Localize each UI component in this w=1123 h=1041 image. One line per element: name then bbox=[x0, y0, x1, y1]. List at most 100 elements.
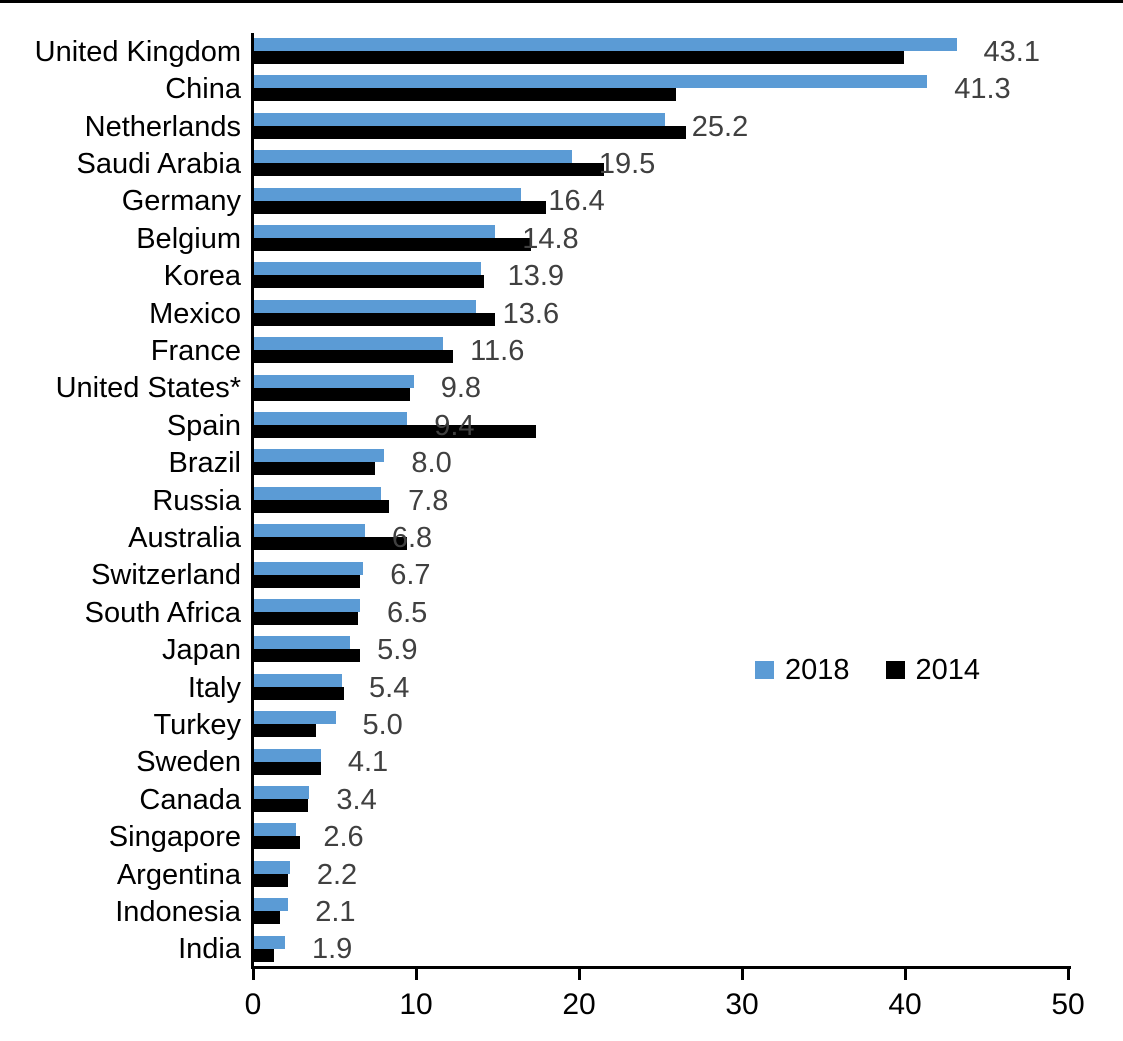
bar-2014 bbox=[254, 761, 321, 775]
legend-label: 2014 bbox=[915, 654, 981, 686]
category-label: India bbox=[178, 933, 241, 966]
chart-top-border bbox=[0, 0, 1123, 3]
legend-swatch-icon bbox=[885, 661, 905, 679]
bar-2018 bbox=[254, 374, 414, 388]
bar-2018 bbox=[254, 75, 928, 89]
value-label: 5.9 bbox=[377, 634, 418, 667]
bar-2018 bbox=[254, 599, 360, 612]
x-tick-label: 40 bbox=[888, 988, 922, 1021]
x-tick-mark bbox=[251, 968, 255, 980]
category-label: Australia bbox=[128, 521, 241, 554]
bar-2014 bbox=[254, 537, 408, 551]
category-label: Japan bbox=[161, 634, 241, 667]
bar-2018 bbox=[254, 524, 365, 538]
bar-2018 bbox=[254, 38, 957, 51]
category-label: Brazil bbox=[168, 447, 241, 480]
category-label: South Africa bbox=[84, 596, 241, 629]
bar-2014 bbox=[254, 163, 605, 177]
x-tick-mark bbox=[1066, 968, 1070, 980]
bar-2018 bbox=[254, 112, 665, 126]
value-label: 6.7 bbox=[390, 559, 431, 592]
bar-2014 bbox=[254, 387, 411, 401]
bar-2014 bbox=[254, 873, 289, 887]
x-tick-label: 20 bbox=[562, 988, 596, 1021]
bar-2014 bbox=[254, 948, 274, 962]
value-label: 4.1 bbox=[347, 746, 389, 779]
value-label: 19.5 bbox=[598, 147, 656, 180]
bar-2014 bbox=[254, 275, 484, 289]
bar-2014 bbox=[254, 238, 532, 251]
category-label: Singapore bbox=[108, 821, 241, 854]
bar-2014 bbox=[254, 574, 360, 588]
bar-2014 bbox=[254, 200, 546, 214]
x-tick-label: 10 bbox=[399, 988, 433, 1021]
bar-2014 bbox=[254, 724, 316, 738]
category-label: Italy bbox=[187, 671, 241, 704]
bar-2014 bbox=[254, 51, 905, 64]
y-axis-line bbox=[251, 33, 254, 969]
legend-entry: 2018 bbox=[755, 654, 850, 686]
bar-2018 bbox=[254, 860, 290, 874]
bar-2018 bbox=[254, 673, 343, 687]
category-label: Netherlands bbox=[84, 110, 241, 143]
x-tick-mark bbox=[903, 968, 907, 980]
value-label: 2.2 bbox=[316, 858, 358, 891]
x-axis-line bbox=[251, 966, 1071, 969]
value-label: 25.2 bbox=[691, 110, 749, 143]
bar-2018 bbox=[254, 299, 476, 313]
bar-2018 bbox=[254, 412, 408, 425]
category-label: Korea bbox=[163, 260, 241, 293]
category-label: China bbox=[165, 73, 241, 106]
value-label: 43.1 bbox=[983, 35, 1040, 68]
bar-2018 bbox=[254, 935, 285, 949]
bar-2014 bbox=[254, 88, 677, 102]
x-tick-mark bbox=[577, 968, 581, 980]
category-label: Sweden bbox=[136, 746, 241, 779]
bar-2014 bbox=[254, 799, 308, 812]
category-label: Switzerland bbox=[91, 559, 241, 592]
bar-2014 bbox=[254, 350, 453, 364]
bar-2018 bbox=[254, 337, 444, 351]
value-label: 41.3 bbox=[954, 73, 1011, 106]
legend-entry: 2014 bbox=[885, 654, 981, 686]
category-label: France bbox=[150, 334, 241, 367]
bar-2018 bbox=[254, 561, 364, 575]
bar-2014 bbox=[254, 686, 344, 700]
bar-2018 bbox=[254, 449, 385, 463]
category-label: United Kingdom bbox=[34, 35, 241, 68]
bar-2018 bbox=[254, 786, 310, 799]
value-label: 7.8 bbox=[408, 484, 449, 517]
value-label: 9.8 bbox=[440, 372, 482, 405]
bar-2014 bbox=[254, 836, 300, 850]
value-label: 9.4 bbox=[434, 409, 475, 442]
bar-2018 bbox=[254, 262, 481, 276]
legend-swatch-icon bbox=[755, 661, 774, 679]
value-label: 13.9 bbox=[507, 260, 565, 293]
value-label: 6.8 bbox=[391, 521, 433, 554]
bar-2018 bbox=[254, 225, 496, 238]
category-label: Canada bbox=[139, 783, 241, 816]
category-label: Spain bbox=[166, 409, 241, 442]
bar-2014 bbox=[254, 425, 536, 438]
category-label: Turkey bbox=[153, 708, 241, 741]
legend: 2018 2014 bbox=[755, 654, 980, 686]
bar-2018 bbox=[254, 486, 382, 500]
category-label: Germany bbox=[121, 185, 241, 218]
bar-2014 bbox=[254, 612, 359, 625]
x-tick-label: 0 bbox=[244, 988, 262, 1021]
value-label: 16.4 bbox=[548, 185, 605, 218]
bar-2018 bbox=[254, 187, 522, 201]
bar-2014 bbox=[254, 312, 496, 326]
bar-2014 bbox=[254, 649, 360, 663]
value-label: 1.9 bbox=[311, 933, 353, 966]
value-label: 5.4 bbox=[369, 671, 410, 704]
value-label: 13.6 bbox=[502, 297, 560, 330]
bar-2018 bbox=[254, 823, 297, 837]
bar-2018 bbox=[254, 748, 321, 762]
category-label: Russia bbox=[152, 484, 241, 517]
legend-label: 2018 bbox=[785, 654, 850, 686]
bar-2014 bbox=[254, 462, 375, 476]
value-label: 5.0 bbox=[362, 708, 403, 741]
x-tick-label: 30 bbox=[725, 988, 759, 1021]
bar-2018 bbox=[254, 636, 351, 650]
